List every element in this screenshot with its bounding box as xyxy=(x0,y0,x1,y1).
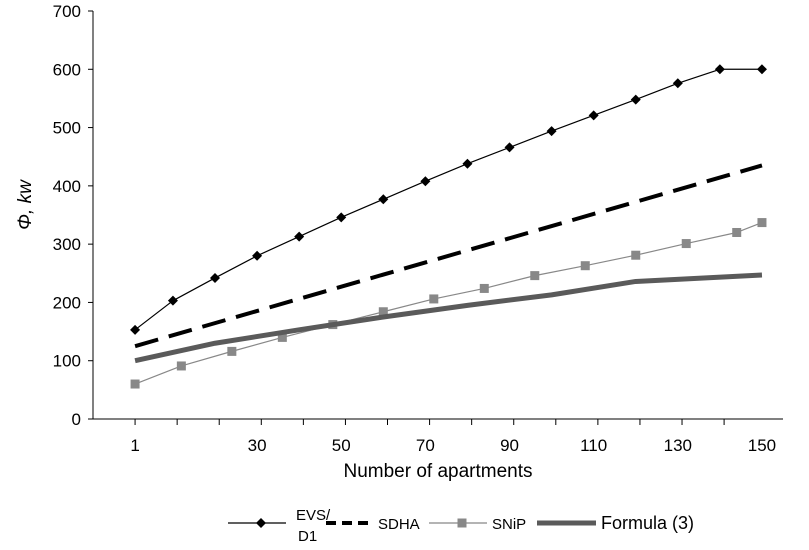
data-point xyxy=(714,64,725,75)
data-point xyxy=(530,271,540,281)
data-point xyxy=(580,261,590,271)
data-point xyxy=(588,110,599,121)
y-axis-title: Φ, kw xyxy=(15,179,36,230)
y-tick-label: 100 xyxy=(53,352,81,371)
data-point xyxy=(420,176,431,187)
y-tick-label: 0 xyxy=(72,410,81,429)
data-point xyxy=(277,332,287,342)
data-point xyxy=(378,307,388,317)
x-tick-label: 1 xyxy=(130,436,139,455)
x-tick-label: 90 xyxy=(500,436,519,455)
y-tick-label: 500 xyxy=(53,119,81,138)
data-point xyxy=(757,218,767,228)
data-point xyxy=(631,250,641,260)
legend-label: EVS/ xyxy=(296,507,331,524)
plot-area xyxy=(130,64,767,389)
x-tick-label: 110 xyxy=(580,436,607,455)
y-tick-label: 400 xyxy=(53,177,81,196)
legend-marker xyxy=(457,518,467,528)
legend-label: Formula (3) xyxy=(601,513,694,533)
data-point xyxy=(378,194,389,205)
data-point xyxy=(336,212,347,223)
data-point xyxy=(176,361,186,371)
data-point xyxy=(429,294,439,304)
legend: EVS/D1 SDHA SNiP Formula (3) xyxy=(228,507,694,545)
legend-marker xyxy=(256,518,266,528)
data-point xyxy=(294,231,305,242)
series-line-1 xyxy=(134,163,763,349)
x-tick-label: 30 xyxy=(248,436,267,455)
x-tick-label: 70 xyxy=(416,436,435,455)
y-tick-label: 300 xyxy=(53,235,81,254)
data-point xyxy=(130,324,141,335)
series-line-3 xyxy=(134,272,763,364)
data-point xyxy=(462,158,473,169)
y-tick-label: 700 xyxy=(53,2,81,21)
legend-label: D1 xyxy=(298,528,317,545)
data-point xyxy=(479,283,489,293)
data-point xyxy=(672,78,683,89)
data-point xyxy=(210,272,221,283)
x-axis-title: Number of apartments xyxy=(343,461,532,482)
x-tick-label: 150 xyxy=(748,436,776,455)
data-point xyxy=(167,295,178,306)
y-tick-label: 600 xyxy=(53,60,81,79)
legend-label: SDHA xyxy=(378,516,420,533)
data-point xyxy=(732,227,742,237)
data-point xyxy=(681,239,691,249)
data-point xyxy=(630,94,641,105)
y-tick-label: 200 xyxy=(53,293,81,312)
data-point xyxy=(130,379,140,389)
x-tick-label: 130 xyxy=(664,436,692,455)
legend-label: SNiP xyxy=(492,516,526,533)
data-point xyxy=(227,346,237,356)
data-point xyxy=(546,126,557,137)
series-line-2 xyxy=(134,222,763,385)
data-point xyxy=(504,142,515,153)
x-tick-label: 50 xyxy=(332,436,351,455)
data-point xyxy=(756,64,767,75)
series-line-0 xyxy=(134,68,762,331)
data-point xyxy=(252,250,263,261)
